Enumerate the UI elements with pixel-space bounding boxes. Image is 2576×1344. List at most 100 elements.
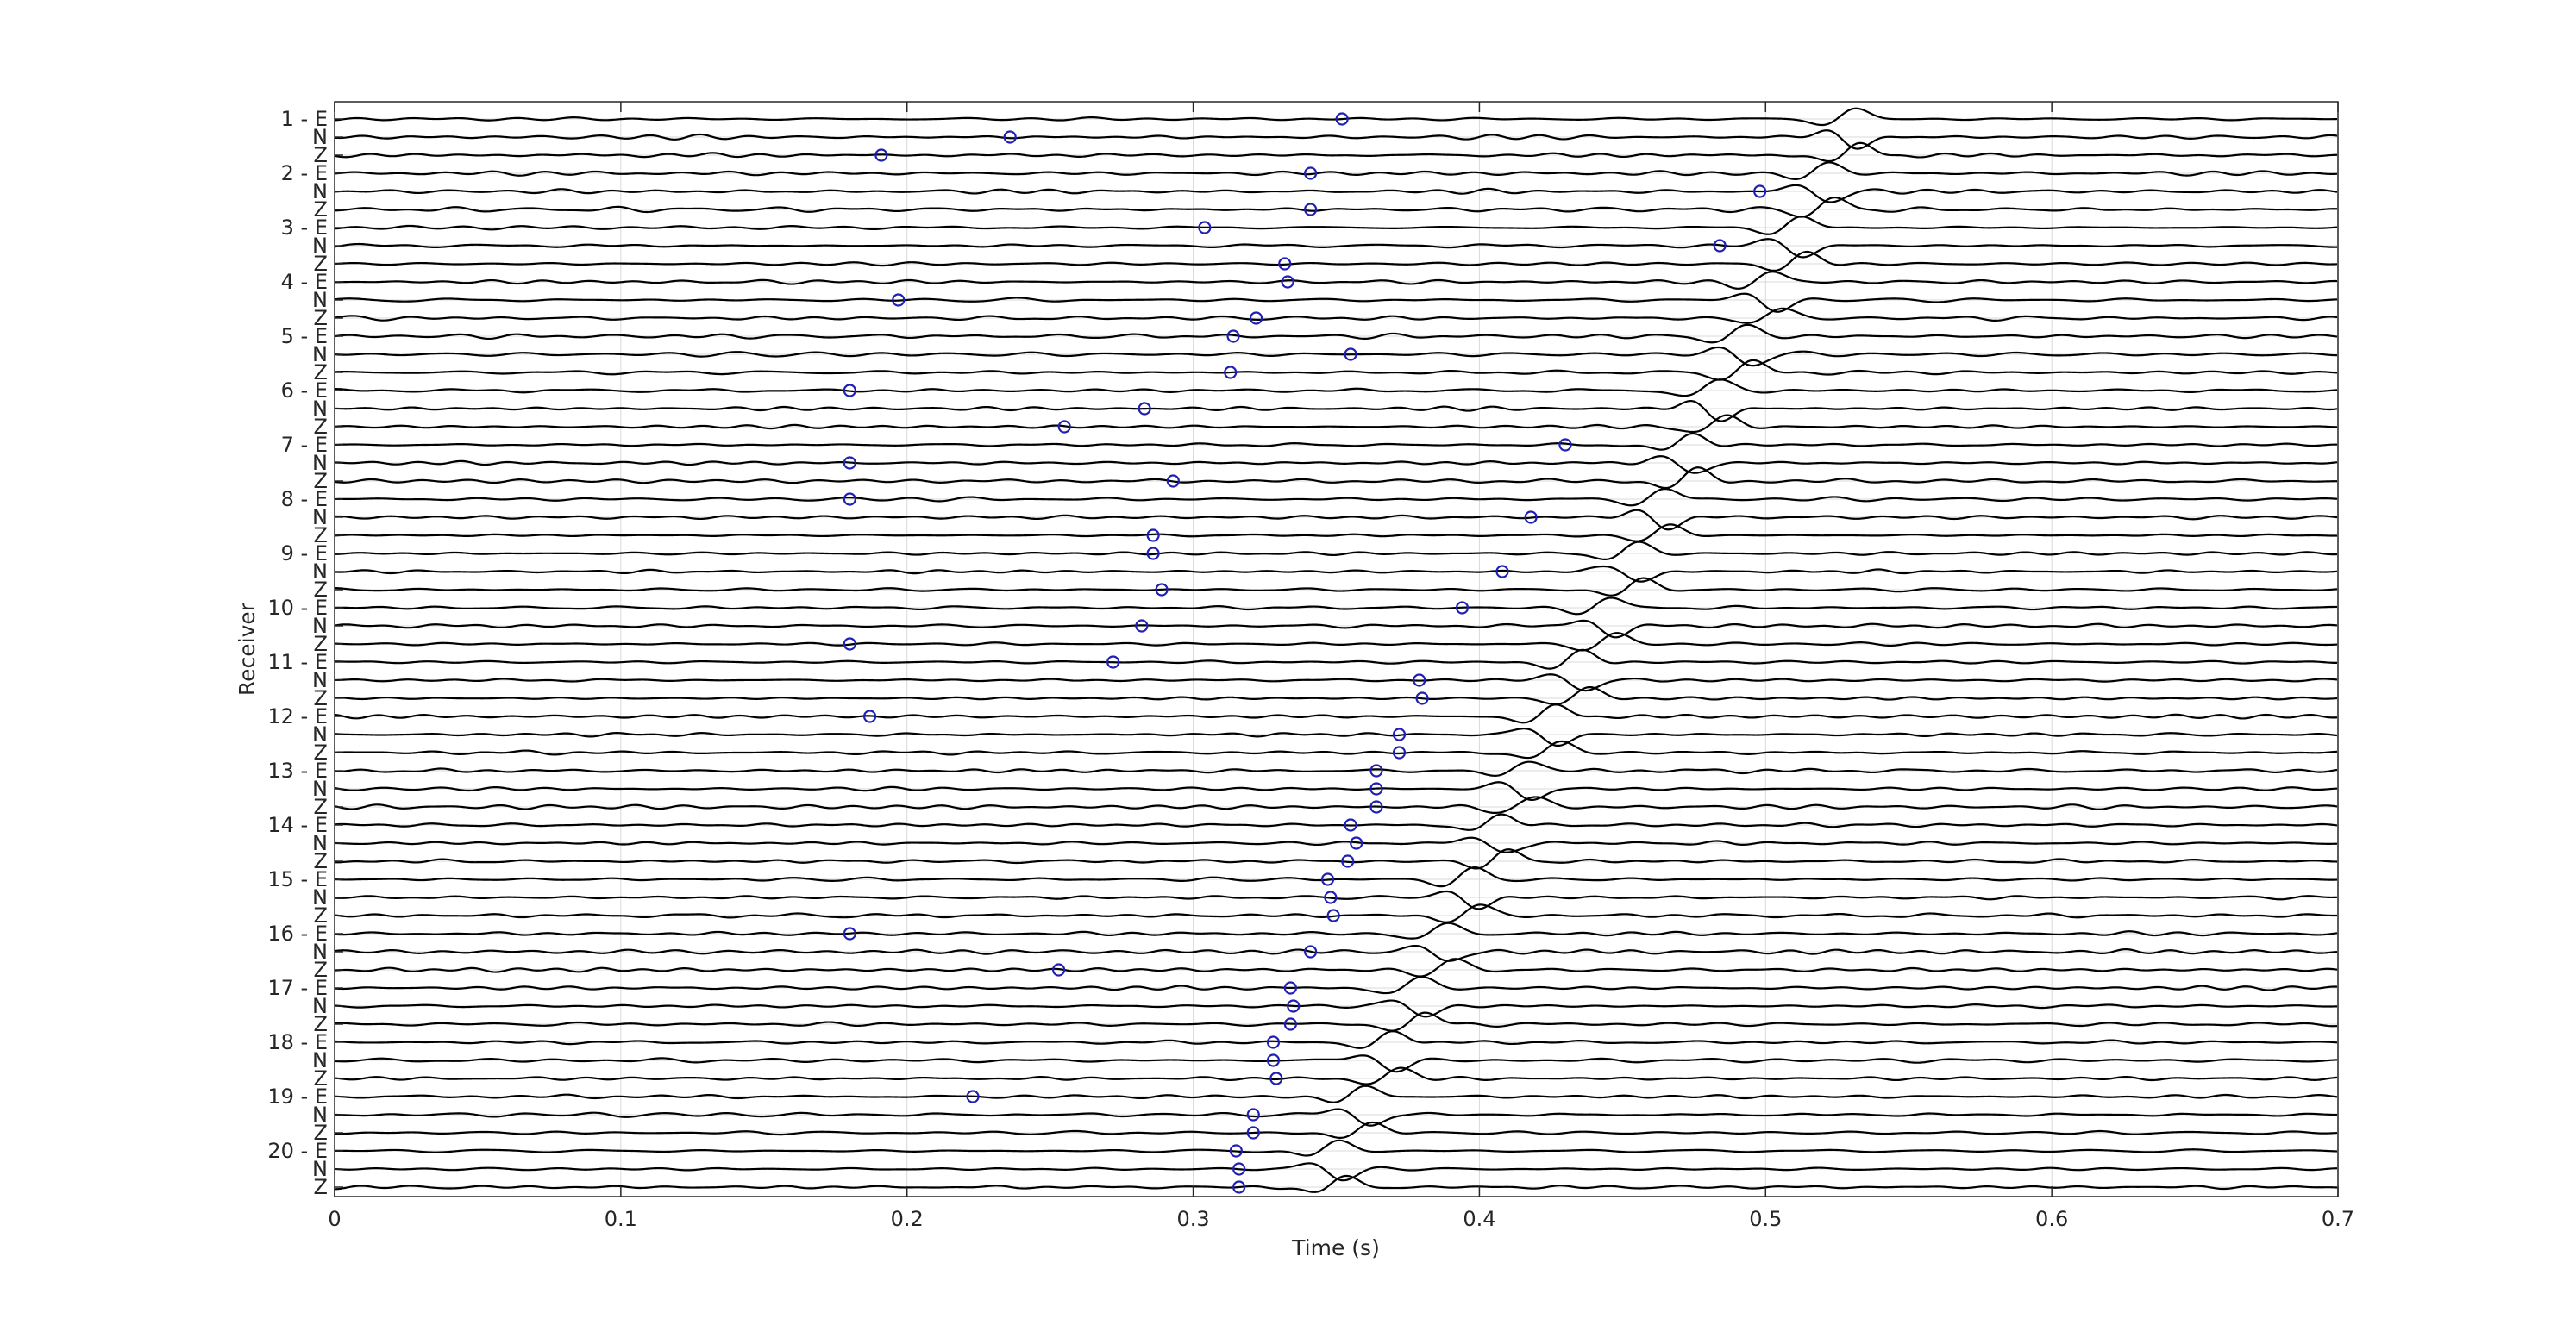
- pick-marker: [1224, 366, 1238, 379]
- x-tick-label: 0.4: [1463, 1207, 1495, 1231]
- y-tick-label: 9 - E: [281, 541, 328, 566]
- y-tick-label: N: [312, 1048, 328, 1072]
- pick-marker: [843, 927, 856, 941]
- y-tick-label: N: [312, 559, 328, 584]
- trace-line: [334, 673, 2338, 692]
- trace-line: [334, 1085, 2338, 1103]
- trace-line: [334, 1139, 2338, 1157]
- pick-marker: [892, 293, 906, 307]
- y-tick-label: 17 - E: [267, 976, 328, 1000]
- y-tick-label: Z: [314, 686, 328, 710]
- y-tick-label: N: [312, 994, 328, 1018]
- y-tick-label: Z: [314, 1121, 328, 1145]
- y-tick-label: Z: [314, 1066, 328, 1091]
- pick-marker: [1146, 547, 1160, 560]
- pick-marker: [843, 456, 856, 470]
- trace-line: [334, 958, 2338, 978]
- x-tick-label: 0.7: [2322, 1207, 2354, 1231]
- trace-line: [334, 922, 2338, 940]
- y-tick-label: 16 - E: [267, 922, 328, 946]
- y-tick-label: Z: [314, 741, 328, 765]
- pick-marker: [1558, 438, 1572, 452]
- y-tick-label: 18 - E: [267, 1030, 328, 1054]
- pick-marker: [1415, 691, 1429, 705]
- trace-line: [334, 1066, 2338, 1085]
- pick-marker: [1524, 510, 1538, 524]
- trace-line: [334, 271, 2338, 290]
- pick-marker: [843, 384, 856, 397]
- pick-marker: [1229, 1144, 1243, 1158]
- x-tick-label: 0: [328, 1207, 341, 1231]
- pick-marker: [1283, 1017, 1298, 1031]
- y-tick-label: 7 - E: [281, 433, 328, 457]
- pick-marker: [1138, 402, 1151, 416]
- pick-marker: [1324, 891, 1338, 904]
- y-tick-label: Z: [314, 958, 328, 982]
- pick-marker: [1344, 818, 1357, 832]
- pick-marker: [1392, 746, 1407, 760]
- y-tick-label: 11 - E: [267, 650, 328, 674]
- trace-line: [334, 541, 2338, 560]
- y-tick-label: Z: [314, 849, 328, 873]
- y-tick-label: 20 - E: [267, 1139, 328, 1163]
- y-tick-label: 8 - E: [281, 487, 328, 511]
- trace-line: [334, 509, 2338, 531]
- trace-line: [334, 597, 2337, 616]
- trace-line: [334, 703, 2338, 724]
- trace-line: [334, 976, 2338, 995]
- pick-marker: [1320, 872, 1335, 886]
- trace-line: [334, 307, 2338, 324]
- y-tick-label: N: [312, 234, 328, 258]
- y-tick-label: Z: [314, 252, 328, 276]
- trace-line: [334, 184, 2338, 203]
- y-tick-label: 4 - E: [281, 270, 328, 294]
- pick-marker: [1226, 329, 1240, 343]
- pick-marker: [1232, 1180, 1246, 1194]
- pick-marker: [1341, 854, 1355, 868]
- pick-marker: [1106, 655, 1120, 669]
- y-tick-label: Z: [314, 197, 328, 222]
- y-tick-label: Z: [314, 1012, 328, 1036]
- y-tick-label: N: [312, 885, 328, 910]
- pick-marker: [1281, 275, 1294, 289]
- y-axis-label: Receiver: [235, 602, 260, 696]
- trace-line: [334, 619, 2338, 639]
- y-tick-label: Z: [314, 469, 328, 493]
- pick-marker: [1413, 673, 1426, 687]
- pick-marker: [1198, 221, 1212, 234]
- pick-marker: [1369, 800, 1383, 814]
- y-tick-label: N: [312, 397, 328, 421]
- y-tick-label: Z: [314, 523, 328, 547]
- x-tick-label: 0.5: [1749, 1207, 1782, 1231]
- pick-marker: [1246, 1108, 1260, 1122]
- y-tick-label: 6 - E: [281, 378, 328, 403]
- x-tick-label: 0.3: [1176, 1207, 1209, 1231]
- y-tick-label: N: [312, 940, 328, 964]
- pick-marker: [1266, 1053, 1281, 1067]
- trace-line: [334, 466, 2338, 490]
- trace-line: [334, 141, 2338, 163]
- trace-line: [334, 399, 2338, 422]
- y-tick-label: N: [312, 451, 328, 475]
- pick-marker: [1266, 1035, 1281, 1049]
- trace-line: [334, 238, 2338, 259]
- pick-marker: [1304, 945, 1318, 959]
- pick-marker: [862, 710, 877, 723]
- trace-line: [334, 903, 2337, 923]
- pick-marker: [1350, 836, 1363, 850]
- trace-line: [334, 378, 2338, 397]
- trace-line: [334, 632, 2338, 652]
- y-tick-label: 15 - E: [267, 867, 328, 891]
- y-tick-label: Z: [314, 795, 328, 819]
- trace-line: [334, 565, 2338, 583]
- pick-marker: [1146, 528, 1160, 542]
- trace-line: [334, 161, 2338, 180]
- plot-frame: [334, 101, 2339, 1197]
- pick-marker: [1003, 130, 1017, 144]
- traces: [334, 107, 2338, 1193]
- trace-line: [334, 944, 2338, 962]
- pick-marker: [1155, 583, 1169, 597]
- y-tick-label: Z: [314, 360, 328, 384]
- y-tick-label: Z: [314, 1175, 328, 1199]
